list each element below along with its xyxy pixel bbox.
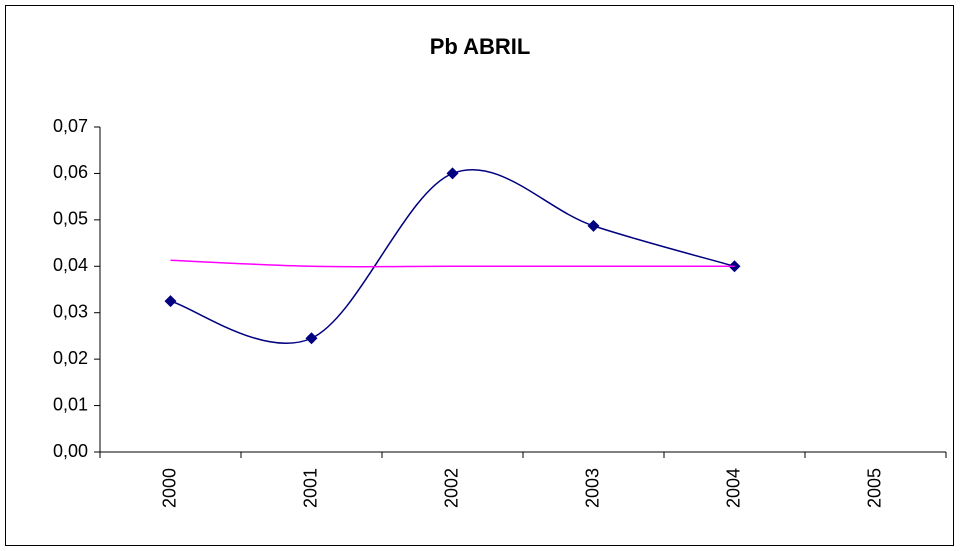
- y-tick-label: 0,04: [53, 255, 88, 275]
- x-tick-label: 2002: [441, 468, 461, 508]
- x-tick-label: 2001: [300, 468, 320, 508]
- data-point: [164, 295, 177, 308]
- data-point: [587, 219, 600, 232]
- x-tick-label: 2000: [159, 468, 179, 508]
- data-point: [446, 167, 459, 180]
- series-line: [170, 259, 735, 268]
- y-tick-label: 0,03: [53, 301, 88, 321]
- x-tick-label: 2003: [582, 468, 602, 508]
- x-tick-label: 2004: [723, 468, 743, 508]
- y-tick-label: 0,01: [53, 394, 88, 414]
- y-tick-label: 0,05: [53, 209, 88, 229]
- data-point: [305, 332, 318, 345]
- y-tick-label: 0,00: [53, 441, 88, 461]
- chart-title: Pb ABRIL: [430, 34, 531, 59]
- chart-frame: [5, 5, 954, 546]
- y-tick-label: 0,06: [53, 162, 88, 182]
- y-tick-label: 0,02: [53, 348, 88, 368]
- y-tick-label: 0,07: [53, 116, 88, 136]
- x-tick-label: 2005: [864, 468, 884, 508]
